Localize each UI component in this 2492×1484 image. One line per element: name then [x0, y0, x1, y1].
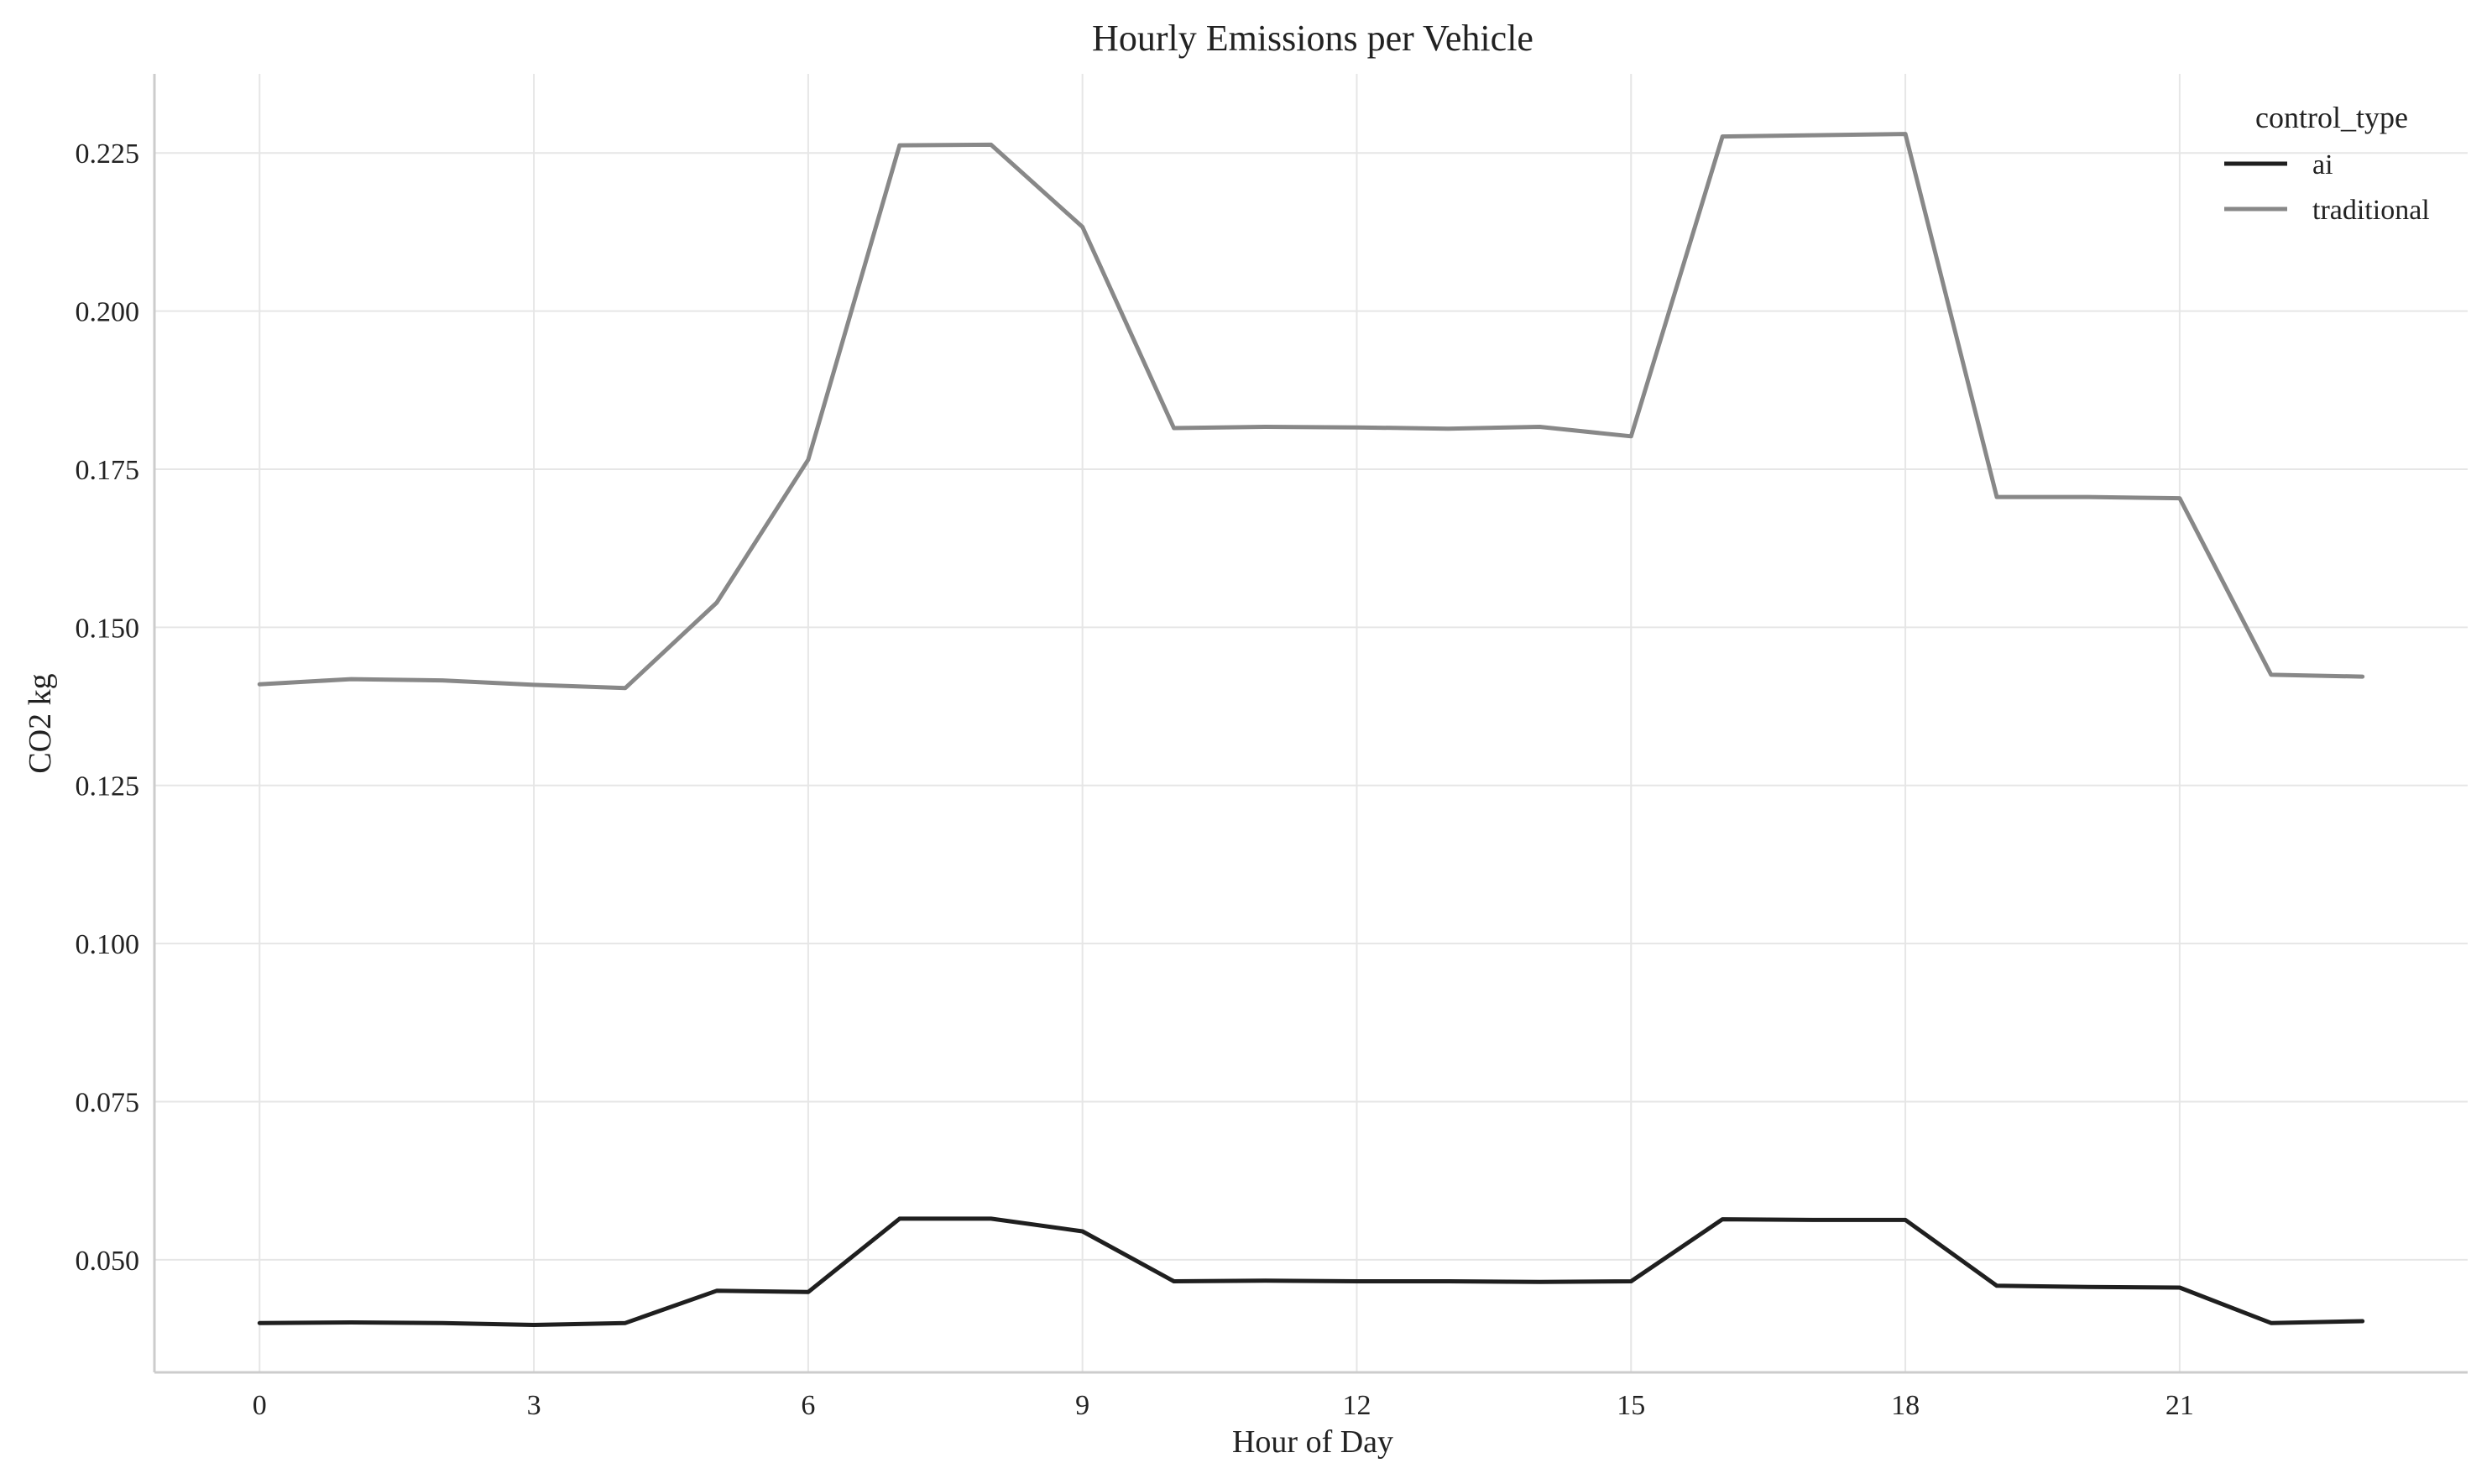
legend-label-ai: ai [2312, 149, 2333, 180]
x-tick-label: 15 [1617, 1390, 1645, 1421]
x-tick-label: 12 [1342, 1390, 1371, 1421]
series [257, 132, 2365, 1327]
x-tick-label: 3 [527, 1390, 541, 1421]
legend: control_type ai traditional [2224, 101, 2430, 226]
y-tick-label: 0.175 [76, 455, 140, 486]
x-tick-label: 0 [253, 1390, 267, 1421]
axes [153, 74, 2468, 1374]
tick-labels: 0 3 6 9 12 15 18 21 0.050 0.075 0.100 0.125 0.150 0.1… [76, 138, 2194, 1421]
y-tick-label: 0.050 [76, 1246, 140, 1277]
grid [154, 74, 2468, 1372]
y-axis-label: CO2 kg [23, 673, 58, 773]
x-tick-label: 6 [801, 1390, 815, 1421]
x-tick-label: 9 [1075, 1390, 1089, 1421]
y-tick-label: 0.100 [76, 929, 140, 960]
y-tick-label: 0.125 [76, 771, 140, 802]
x-tick-label: 18 [1891, 1390, 1920, 1421]
series-line-traditional [257, 132, 2365, 691]
x-axis-label: Hour of Day [1232, 1424, 1393, 1460]
x-tick-label: 21 [2165, 1390, 2194, 1421]
series-line-ai [257, 1216, 2365, 1327]
legend-label-traditional: traditional [2312, 195, 2430, 226]
y-tick-label: 0.200 [76, 297, 140, 328]
y-tick-label: 0.225 [76, 138, 140, 170]
y-tick-label: 0.075 [76, 1087, 140, 1118]
y-tick-label: 0.150 [76, 613, 140, 644]
chart-title: Hourly Emissions per Vehicle [1092, 18, 1533, 59]
legend-title: control_type [2255, 101, 2408, 134]
